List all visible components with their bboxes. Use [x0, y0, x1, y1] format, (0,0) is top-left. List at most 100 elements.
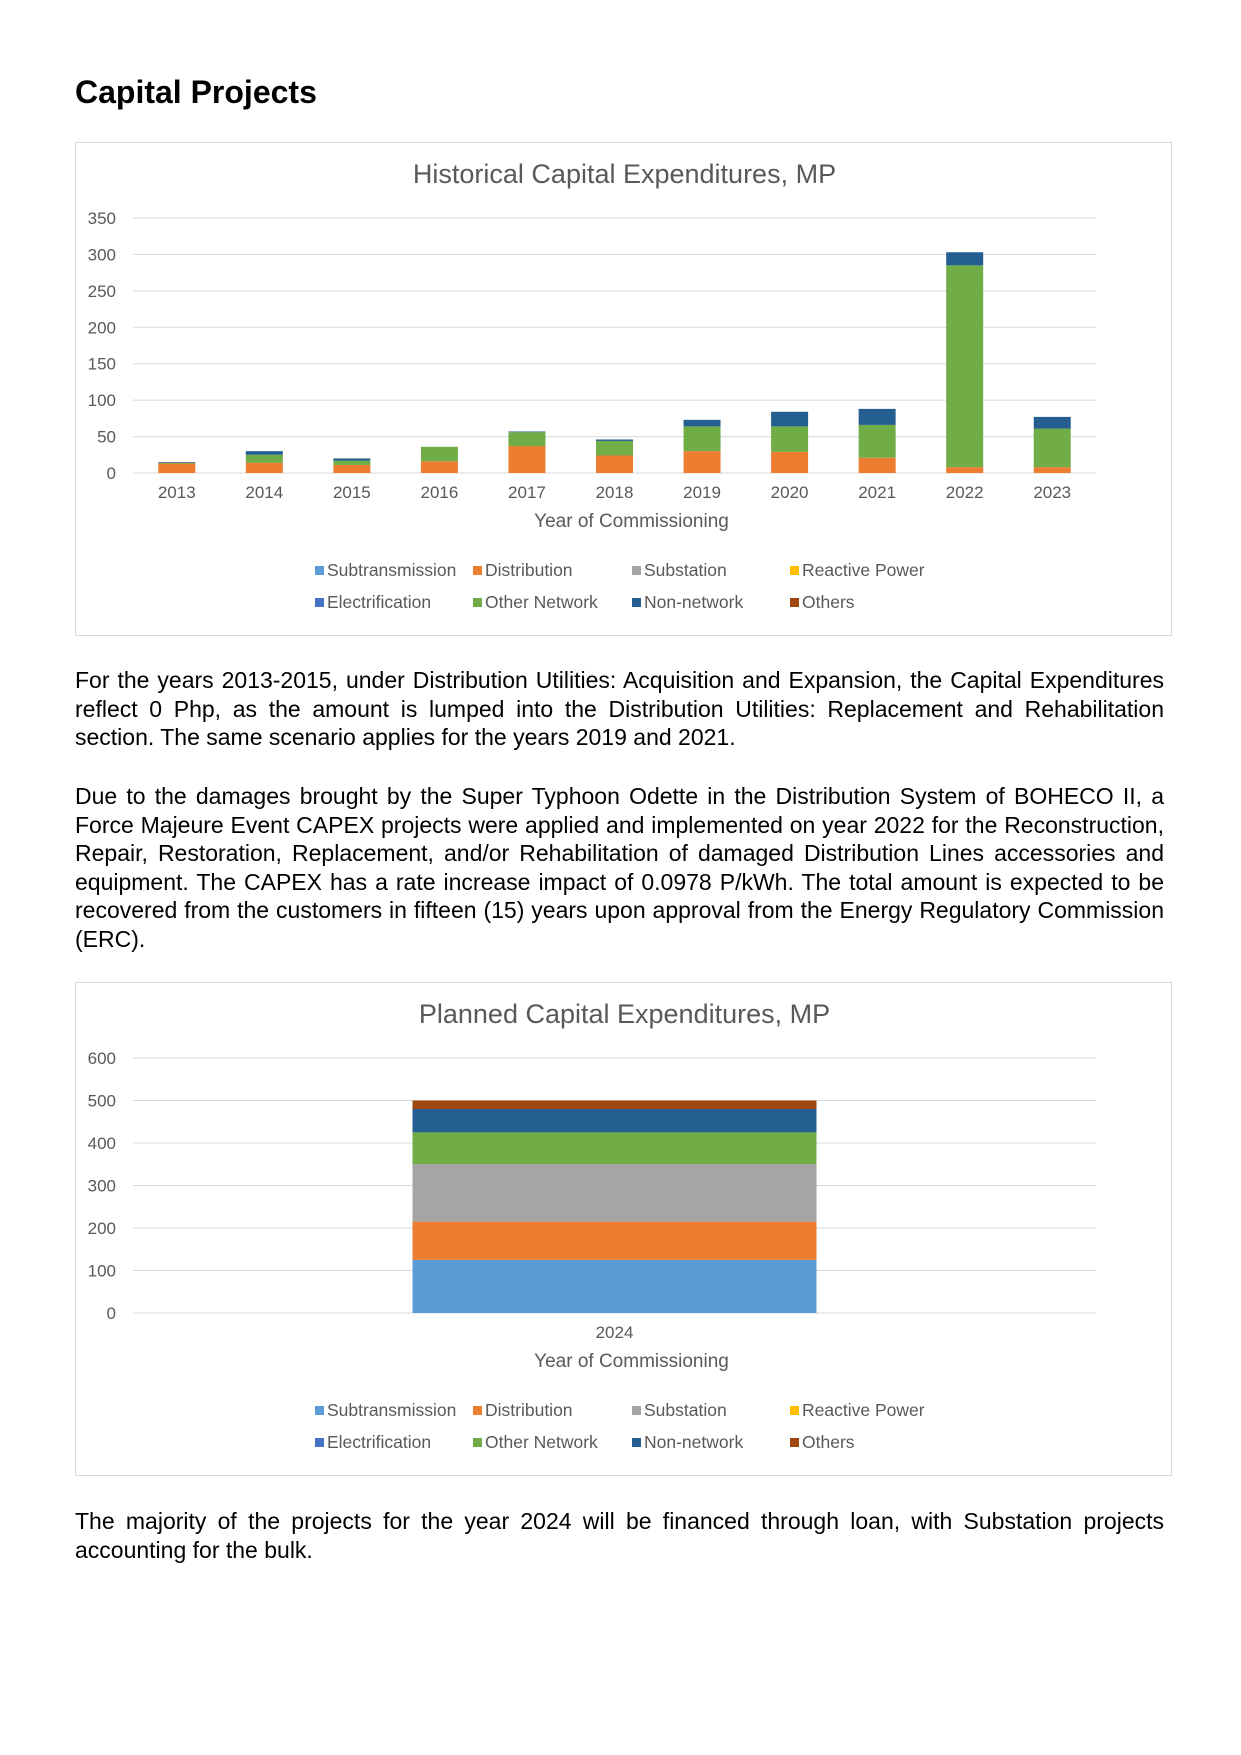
bar-segment-2016-other-network: [420, 446, 458, 462]
x-axis-title: Year of Commissioning: [534, 1351, 729, 1372]
bar-segment-2018-non-network: [596, 439, 633, 441]
legend-label-substation: Substation: [644, 560, 727, 580]
bar-segment-2024-substation: [412, 1164, 817, 1222]
y-tick-label-200: 200: [88, 1219, 116, 1238]
bar-segment-2024-other-network: [412, 1132, 817, 1165]
legend-label-reactive-power: Reactive Power: [802, 560, 925, 580]
bar-segment-2018-other-network: [596, 440, 633, 456]
legend-swatch-distribution: [473, 1406, 482, 1415]
bar-segment-2024-distribution: [412, 1221, 817, 1260]
planned-capex-chart-svg: Planned Capital Expenditures, MP 0 100 200 3…: [88, 999, 1096, 1452]
bar-segment-2013-non-network: [158, 462, 196, 463]
legend-swatch-other-network: [473, 1438, 482, 1447]
bar-segment-2014-distribution: [245, 462, 283, 473]
x-tick-label-2020: 2020: [771, 483, 809, 502]
bar-segment-2013-other-network: [158, 462, 196, 464]
x-tick-label-2022: 2022: [946, 483, 984, 502]
legend-label-non-network: Non-network: [644, 592, 743, 612]
x-tick-label-2016: 2016: [420, 483, 458, 502]
y-tick-label-100: 100: [88, 391, 116, 410]
legend-label-reactive-power: Reactive Power: [802, 1400, 925, 1420]
bar-segment-2024-subtransmission: [412, 1259, 817, 1313]
bar-segment-2019-distribution: [683, 451, 721, 473]
x-tick-label-2021: 2021: [858, 483, 896, 502]
y-tick-label-250: 250: [88, 282, 116, 301]
legend-label-electrification: Electrification: [327, 592, 431, 612]
x-tick-label-2019: 2019: [683, 483, 721, 502]
chart-title: Planned Capital Expenditures, MP: [419, 999, 830, 1029]
y-tick-label-100: 100: [88, 1262, 116, 1281]
paragraph-financing-note: The majority of the projects for the yea…: [75, 1508, 1164, 1563]
chart-title: Historical Capital Expenditures, MP: [413, 159, 836, 189]
planned-capex-chart: Planned Capital Expenditures, MP 0 100 200 3…: [75, 982, 1172, 1476]
bar-segment-2014-non-network: [245, 451, 283, 455]
bar-segment-2020-distribution: [771, 451, 809, 473]
legend-label-subtransmission: Subtransmission: [327, 560, 456, 580]
bar-segment-2022-non-network: [946, 252, 984, 266]
x-tick-label-2013: 2013: [158, 483, 196, 502]
legend-label-other-network: Other Network: [485, 592, 598, 612]
bar-segment-2014-other-network: [245, 454, 283, 463]
legend-label-distribution: Distribution: [485, 560, 573, 580]
bar-segment-2018-distribution: [596, 455, 633, 473]
legend-label-others: Others: [802, 592, 855, 612]
y-tick-label-200: 200: [88, 318, 116, 337]
legend-swatch-others: [790, 598, 799, 607]
bar-segment-2016-distribution: [420, 461, 458, 473]
legend-swatch-reactive-power: [790, 566, 799, 575]
bar-segment-2015-distribution: [333, 464, 371, 473]
legend-label-others: Others: [802, 1432, 855, 1452]
legend-swatch-other-network: [473, 598, 482, 607]
paragraph-typhoon-odette: Due to the damages brought by the Super …: [75, 783, 1164, 952]
y-tick-label-0: 0: [107, 1304, 116, 1323]
legend-swatch-non-network: [632, 598, 641, 607]
bar-segment-2022-other-network: [946, 265, 984, 468]
y-tick-label-600: 600: [88, 1049, 116, 1068]
bar-segment-2020-other-network: [771, 426, 809, 452]
legend-label-non-network: Non-network: [644, 1432, 743, 1452]
bar-segment-2024-non-network: [412, 1109, 817, 1133]
legend-label-electrification: Electrification: [327, 1432, 431, 1452]
legend-swatch-others: [790, 1438, 799, 1447]
x-tick-label-2014: 2014: [245, 483, 283, 502]
bar-segment-2017-non-network: [508, 431, 546, 433]
legend-swatch-non-network: [632, 1438, 641, 1447]
bar-segment-2023-non-network: [1033, 416, 1071, 429]
bar-segment-2021-other-network: [858, 424, 896, 458]
x-tick-label-2018: 2018: [596, 483, 634, 502]
bar-segment-2022-distribution: [946, 467, 984, 473]
legend-label-other-network: Other Network: [485, 1432, 598, 1452]
bar-segment-2015-non-network: [333, 458, 371, 461]
y-tick-label-150: 150: [88, 355, 116, 374]
bar-segment-2017-distribution: [508, 446, 546, 473]
historical-capex-chart-svg: Historical Capital Expenditures, MP 0 50 10…: [88, 159, 1096, 612]
bar-segment-2017-other-network: [508, 432, 546, 447]
historical-capex-chart: Historical Capital Expenditures, MP 0 50 10…: [75, 142, 1172, 636]
legend-swatch-electrification: [315, 598, 324, 607]
legend-label-substation: Substation: [644, 1400, 727, 1420]
x-tick-label-2023: 2023: [1033, 483, 1071, 502]
y-tick-label-0: 0: [107, 464, 116, 483]
bar-segment-2021-non-network: [858, 408, 896, 425]
legend-swatch-reactive-power: [790, 1406, 799, 1415]
bar-segment-2019-other-network: [683, 426, 721, 452]
legend-swatch-electrification: [315, 1438, 324, 1447]
legend-label-subtransmission: Subtransmission: [327, 1400, 456, 1420]
y-tick-label-50: 50: [97, 428, 116, 447]
legend-swatch-subtransmission: [315, 566, 324, 575]
paragraph-acquisition-note: For the years 2013-2015, under Distribut…: [75, 667, 1164, 751]
bar-segment-2020-non-network: [771, 411, 809, 427]
y-tick-label-350: 350: [88, 209, 116, 228]
x-tick-label-2015: 2015: [333, 483, 371, 502]
page-title: Capital Projects: [75, 74, 317, 110]
bar-segment-2023-distribution: [1033, 467, 1071, 473]
legend-label-distribution: Distribution: [485, 1400, 573, 1420]
x-tick-label-2017: 2017: [508, 483, 546, 502]
x-axis-title: Year of Commissioning: [534, 511, 729, 532]
legend-swatch-substation: [632, 1406, 641, 1415]
bar-segment-2019-non-network: [683, 419, 721, 427]
y-tick-label-300: 300: [88, 245, 116, 264]
legend-swatch-substation: [632, 566, 641, 575]
legend-swatch-distribution: [473, 566, 482, 575]
bar-segment-2015-other-network: [333, 460, 371, 465]
